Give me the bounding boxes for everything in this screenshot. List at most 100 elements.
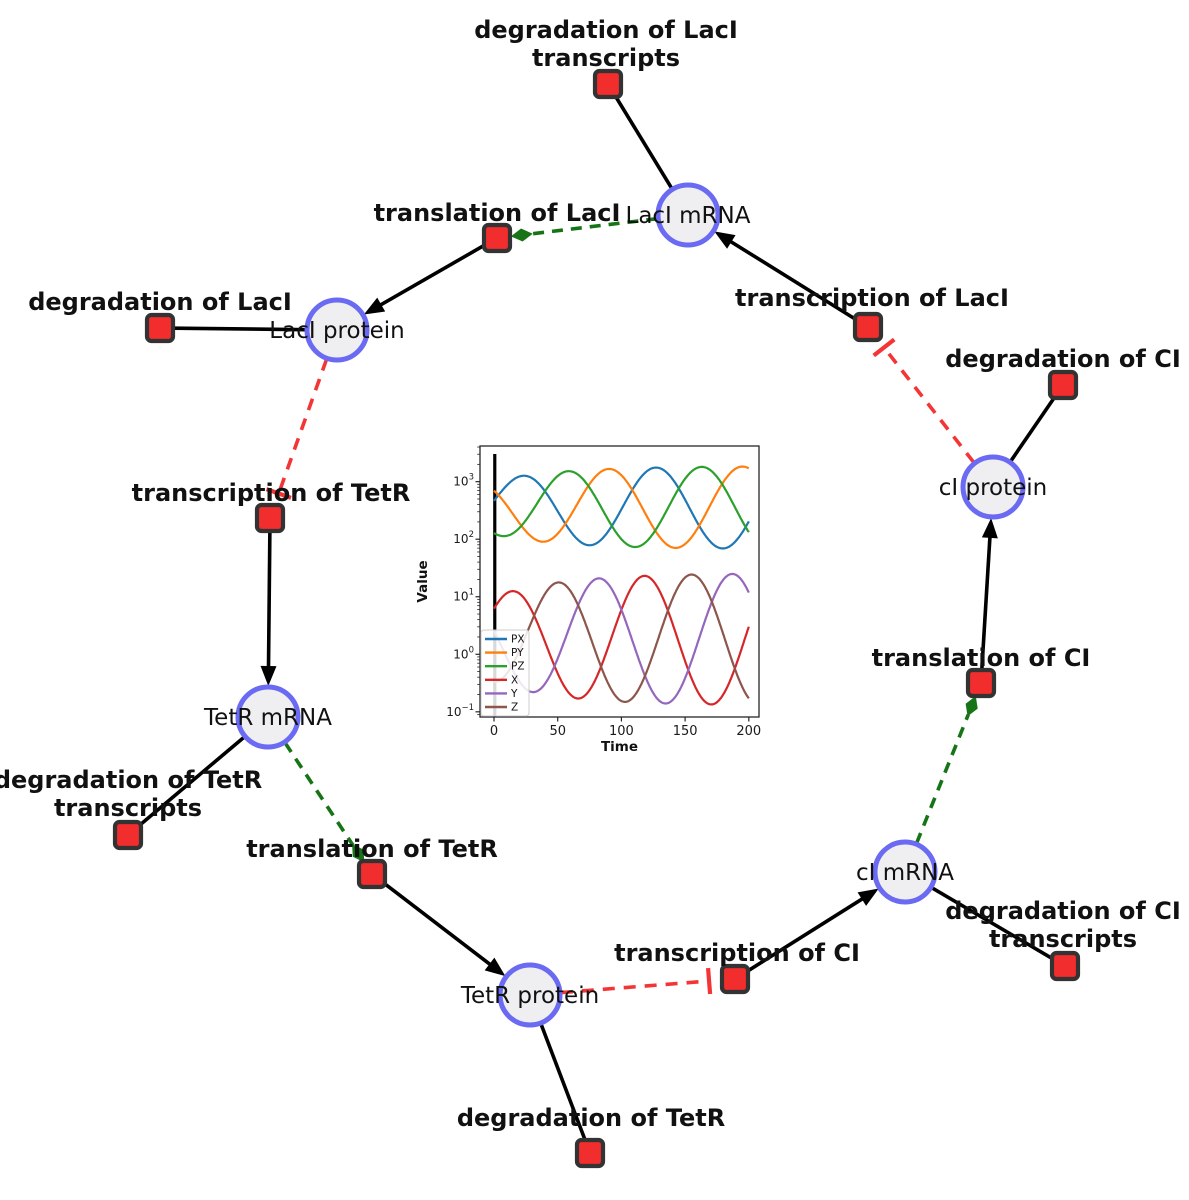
reaction-label-transcription-of-tetr: transcription of TetR bbox=[132, 479, 411, 507]
edge-laci-protein--transcription-of-tetr-tbar-icon bbox=[265, 487, 292, 500]
y-tick-exponent: −1 bbox=[461, 703, 474, 713]
reaction-node-deg-ci bbox=[1047, 369, 1079, 401]
edge-tetr-protein--transcription-of-ci bbox=[560, 979, 710, 995]
y-tick-exponent: 3 bbox=[469, 473, 474, 483]
species-label-laci-mrna: LacI mRNA bbox=[626, 203, 751, 229]
legend-entry-PX: PX bbox=[511, 634, 525, 646]
reaction-label-deg-ci-transcripts-line2: transcripts bbox=[989, 925, 1137, 953]
species-node-laci-protein bbox=[304, 297, 370, 363]
reaction-label-translation-of-ci: translation of CI bbox=[872, 644, 1091, 672]
reaction-node-translation-of-laci bbox=[481, 222, 513, 254]
legend-entry-X: X bbox=[511, 674, 518, 686]
species-node-tetr-mrna bbox=[235, 684, 301, 750]
reaction-node-deg-laci-transcripts bbox=[592, 68, 624, 100]
edge-translation-of-tetr--tetr-protein bbox=[382, 881, 493, 968]
species-node-tetr-protein bbox=[497, 962, 563, 1028]
reaction-label-deg-ci-transcripts-line1: degradation of CI bbox=[945, 897, 1181, 925]
series-line-PZ bbox=[493, 465, 750, 549]
edge-ci-protein--deg-ci bbox=[1009, 395, 1057, 463]
edge-transcription-of-tetr--tetr-mrna-arrowhead-icon bbox=[260, 665, 277, 687]
reaction-node-transcription-of-laci bbox=[852, 311, 884, 343]
reaction-label-translation-of-laci: translation of LacI bbox=[374, 199, 621, 227]
reaction-label-transcription-of-laci: transcription of LacI bbox=[735, 284, 1009, 312]
y-tick-exponent: 2 bbox=[469, 530, 474, 540]
edge-transcription-of-laci--laci-mrna bbox=[727, 238, 858, 322]
edges-layer bbox=[137, 95, 1057, 1141]
edge-translation-of-ci--ci-protein-arrowhead-icon bbox=[981, 517, 998, 539]
edge-ci-protein--transcription-of-laci bbox=[882, 346, 976, 464]
species-label-ci-mrna: cI mRNA bbox=[856, 860, 954, 886]
species-label-ci-protein: cI protein bbox=[939, 475, 1048, 501]
edge-tetr-protein--deg-tetr bbox=[539, 1023, 587, 1141]
labels-layer: degradation of LacItranscriptstranslatio… bbox=[0, 16, 1181, 1132]
species-label-laci-protein: LacI protein bbox=[269, 318, 404, 344]
edge-tetr-mrna--translation-of-tetr bbox=[283, 741, 355, 847]
chart-y-axis-label: Value bbox=[415, 560, 431, 602]
edge-laci-mrna--deg-laci-transcripts bbox=[613, 95, 674, 190]
reaction-label-deg-laci-transcripts-line2: transcripts bbox=[532, 44, 680, 72]
reaction-node-transcription-of-tetr bbox=[254, 502, 286, 534]
reaction-node-deg-tetr-transcripts bbox=[112, 819, 144, 851]
edge-transcription-of-laci--laci-mrna-arrowhead-icon bbox=[714, 231, 736, 249]
reaction-node-transcription-of-ci bbox=[719, 963, 751, 995]
edge-transcription-of-ci--ci-mrna bbox=[745, 896, 866, 974]
y-tick-exponent: 0 bbox=[469, 645, 474, 655]
edge-translation-of-laci--laci-protein bbox=[377, 243, 486, 308]
legend-entry-Z: Z bbox=[511, 702, 518, 714]
reaction-node-translation-of-ci bbox=[965, 667, 997, 699]
reaction-label-deg-laci: degradation of LacI bbox=[28, 288, 292, 316]
edge-ci-protein--transcription-of-laci-tbar-icon bbox=[872, 337, 896, 358]
reaction-node-deg-laci bbox=[144, 312, 176, 344]
series-line-PY bbox=[493, 465, 750, 549]
nodes-layer bbox=[112, 68, 1081, 1169]
edge-translation-of-tetr--tetr-protein-arrowhead-icon bbox=[484, 957, 506, 977]
reaction-label-deg-ci: degradation of CI bbox=[945, 345, 1181, 373]
inset-chart: 0 50 100 150 20010−1100101102103TimeValuePXP… bbox=[413, 428, 775, 770]
edge-ci-mrna--deg-ci-transcripts bbox=[930, 886, 1054, 961]
reaction-label-translation-of-tetr: translation of TetR bbox=[246, 835, 498, 863]
edge-laci-mrna--translation-of-laci bbox=[530, 216, 658, 236]
axes-frame bbox=[479, 445, 760, 718]
edge-laci-protein--deg-laci bbox=[173, 326, 307, 332]
legend-entry-PY: PY bbox=[511, 647, 524, 659]
reaction-label-transcription-of-ci: transcription of CI bbox=[614, 939, 860, 967]
x-tick-label-150: 150 bbox=[673, 724, 698, 739]
edge-laci-protein--transcription-of-tetr bbox=[277, 358, 329, 495]
chart-series bbox=[493, 454, 750, 717]
x-tick-label-0: 0 bbox=[490, 724, 498, 739]
series-line-Y bbox=[493, 572, 750, 705]
reaction-label-deg-tetr: degradation of TetR bbox=[457, 1104, 725, 1132]
reaction-label-deg-tetr-transcripts-line2: transcripts bbox=[54, 794, 202, 822]
edge-transcription-of-ci--ci-mrna-arrowhead-icon bbox=[857, 888, 879, 906]
edge-tetr-mrna--translation-of-tetr-diamond-arrowhead-icon bbox=[352, 843, 365, 863]
series-line-PX bbox=[493, 466, 750, 550]
species-node-ci-mrna bbox=[872, 839, 938, 905]
edge-tetr-mrna--deg-tetr-transcripts bbox=[137, 735, 246, 828]
reaction-label-deg-laci-transcripts-line1: degradation of LacI bbox=[474, 16, 738, 44]
chart-background bbox=[413, 428, 775, 770]
legend-entry-Y: Y bbox=[510, 688, 518, 700]
reaction-node-translation-of-tetr bbox=[356, 858, 388, 890]
series-line-Z bbox=[493, 573, 750, 703]
x-tick-label-100: 100 bbox=[609, 724, 634, 739]
species-label-tetr-protein: TetR protein bbox=[460, 983, 599, 1009]
legend-entry-PZ: PZ bbox=[511, 661, 525, 673]
species-label-tetr-mrna: TetR mRNA bbox=[203, 705, 332, 731]
reaction-node-deg-ci-transcripts bbox=[1049, 950, 1081, 982]
reaction-label-deg-tetr-transcripts-line1: degradation of TetR bbox=[0, 766, 262, 794]
edge-translation-of-laci--laci-protein-arrowhead-icon bbox=[363, 297, 386, 315]
species-node-ci-protein bbox=[960, 454, 1026, 520]
species-node-laci-mrna bbox=[655, 182, 721, 248]
x-tick-label-50: 50 bbox=[549, 724, 566, 739]
chart-x-axis-label: Time bbox=[601, 739, 638, 755]
x-tick-label-200: 200 bbox=[736, 724, 761, 739]
edge-translation-of-ci--ci-protein bbox=[980, 534, 992, 670]
edge-ci-mrna--translation-of-ci bbox=[914, 713, 970, 844]
y-tick-exponent: 1 bbox=[469, 588, 474, 598]
reaction-node-deg-tetr bbox=[574, 1137, 606, 1169]
edge-laci-mrna--translation-of-laci-diamond-arrowhead-icon bbox=[510, 228, 533, 242]
edge-tetr-protein--transcription-of-ci-tbar-icon bbox=[705, 967, 713, 995]
